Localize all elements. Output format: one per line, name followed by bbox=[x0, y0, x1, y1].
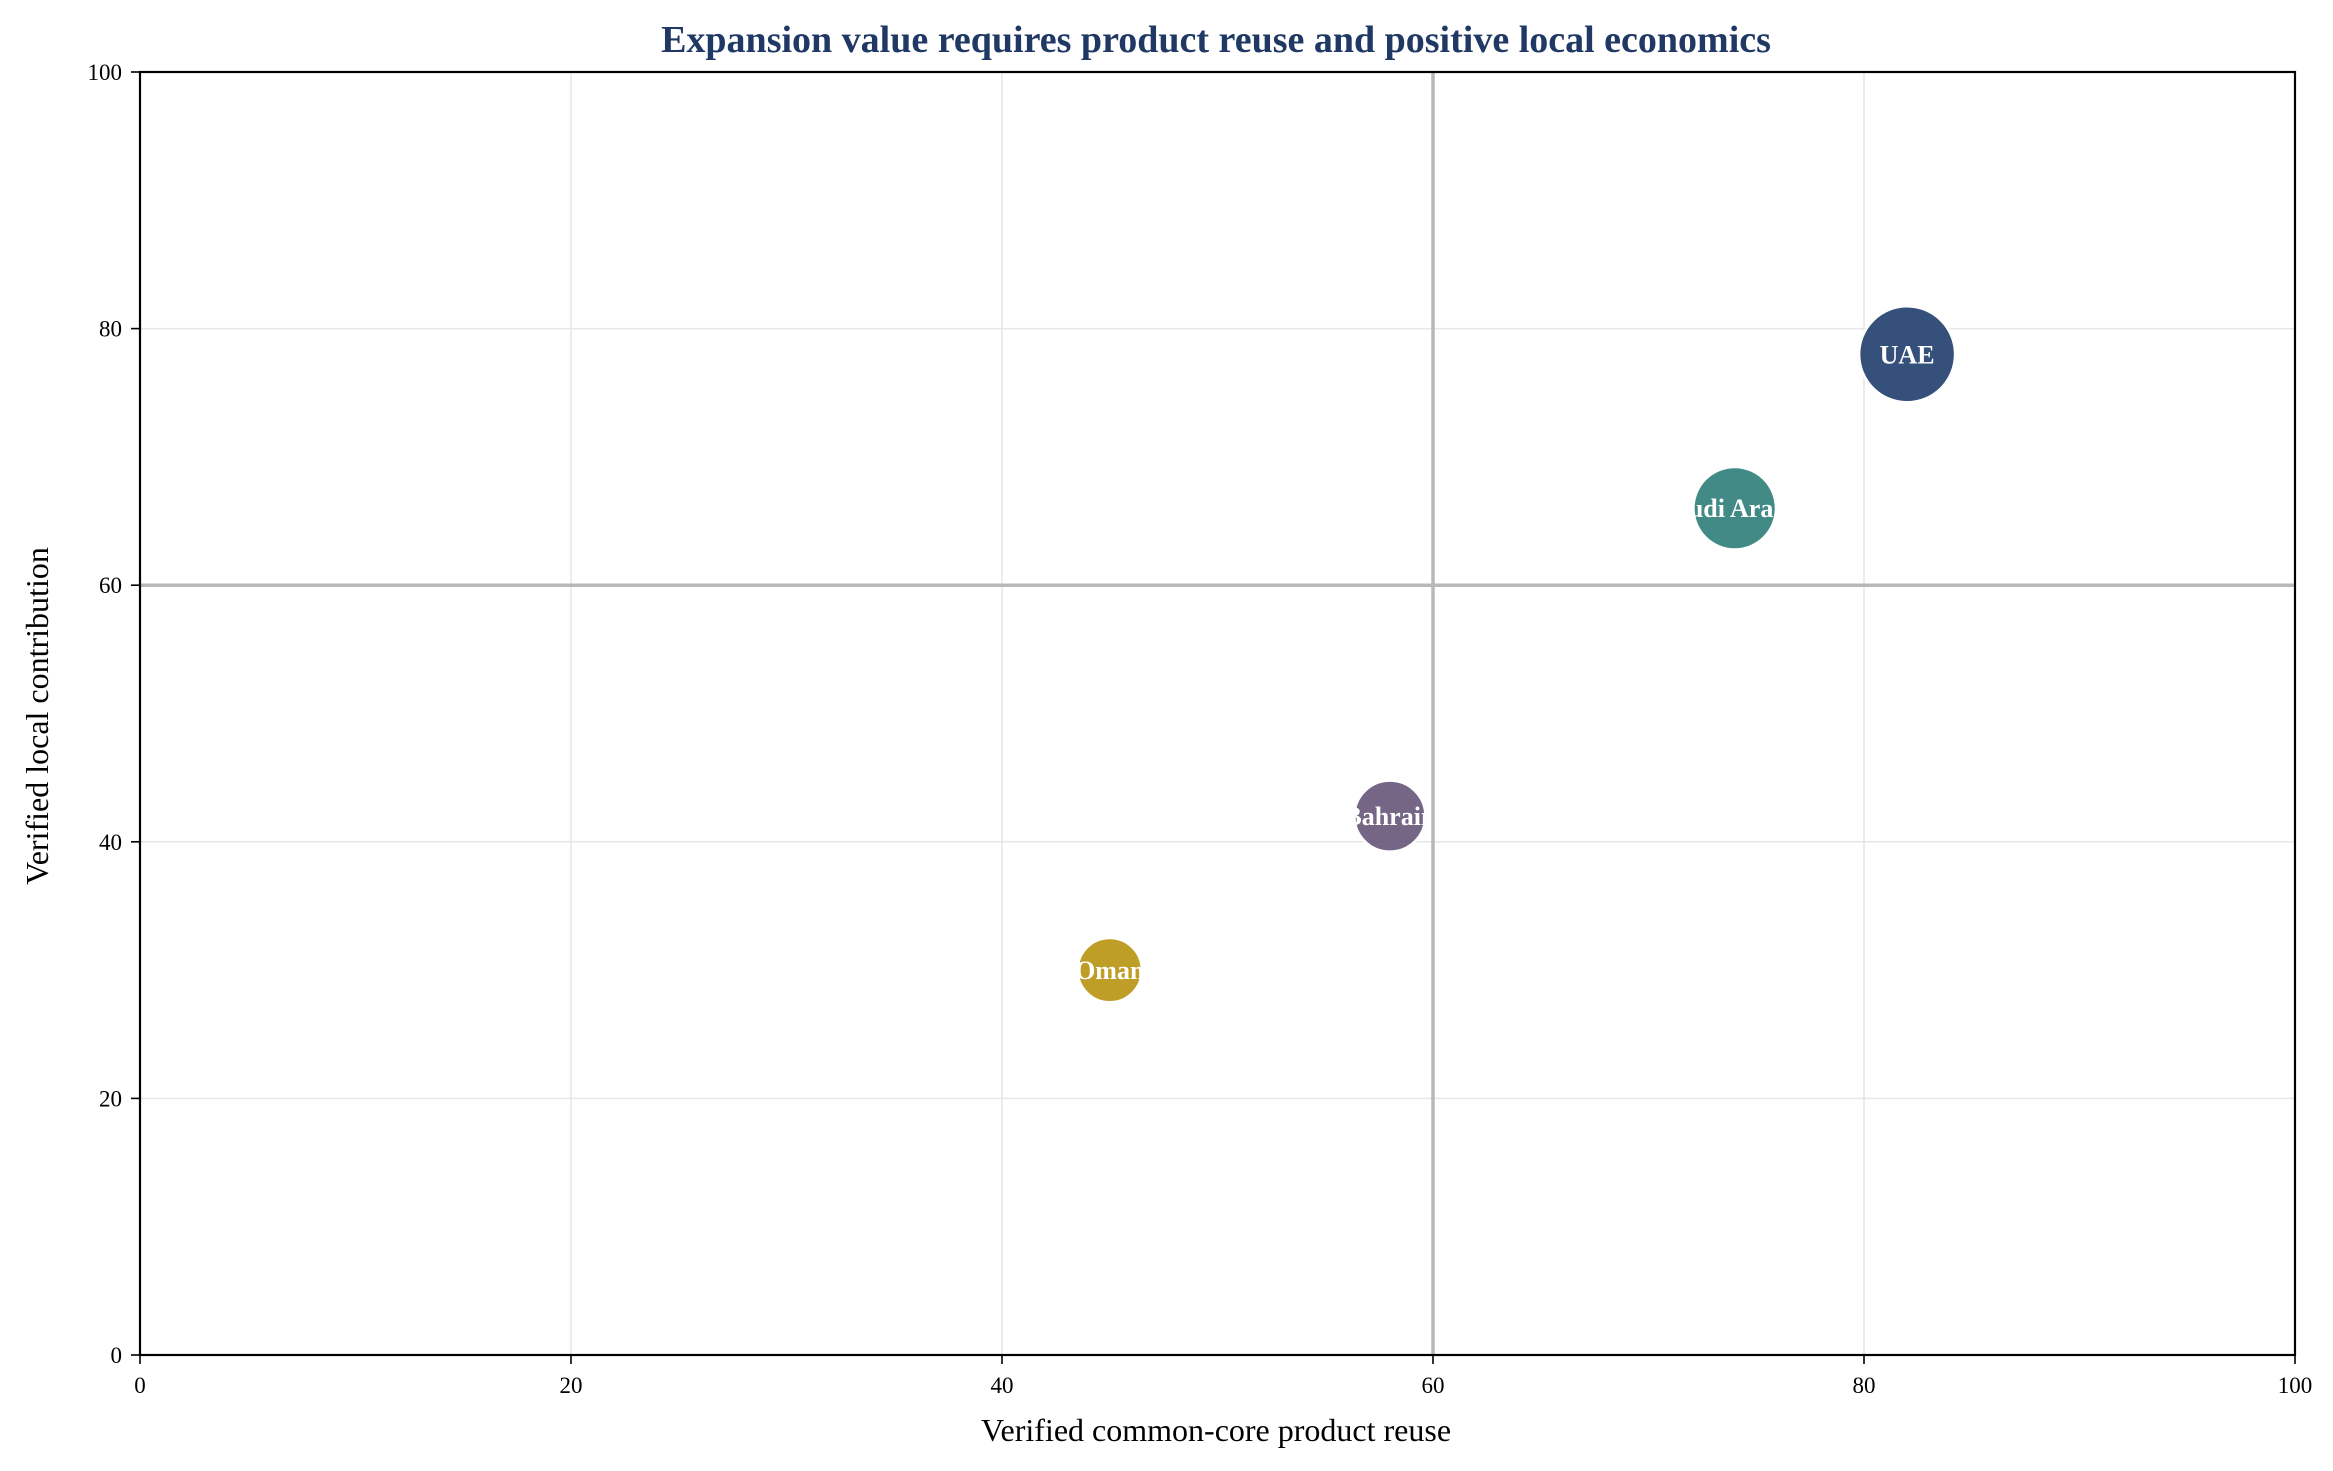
bubble-label: Saudi Arabia bbox=[1661, 494, 1808, 523]
y-axis-ticks: 0 20 40 60 80 100 bbox=[88, 60, 140, 1368]
reference-lines bbox=[140, 72, 2295, 1355]
bubble-point: UAE bbox=[1857, 305, 1957, 404]
x-tick-label: 40 bbox=[991, 1373, 1014, 1398]
bubble-point: Saudi Arabia bbox=[1661, 465, 1808, 551]
y-tick-label: 40 bbox=[99, 830, 122, 855]
bubble-point: Bahrain bbox=[1344, 779, 1436, 853]
y-tick-label: 60 bbox=[99, 573, 122, 598]
y-axis-title: Verified local contribution bbox=[19, 547, 55, 885]
x-tick-label: 0 bbox=[134, 1373, 146, 1398]
bubble-label: UAE bbox=[1880, 340, 1935, 369]
x-axis-title: Verified common-core product reuse bbox=[981, 1412, 1451, 1448]
bubble-point: Oman bbox=[1075, 936, 1145, 1004]
bubble-circle bbox=[1076, 936, 1144, 1004]
bubble-circle bbox=[1353, 779, 1427, 853]
y-tick-label: 80 bbox=[99, 317, 122, 342]
plot-frame bbox=[138, 70, 2297, 1357]
bubble-circle bbox=[1857, 305, 1957, 404]
x-tick-label: 20 bbox=[560, 1373, 583, 1398]
bubbles: UAE Saudi Arabia Bahrain Oman bbox=[1075, 305, 1957, 1004]
x-tick-label: 80 bbox=[1853, 1373, 1876, 1398]
y-tick-label: 20 bbox=[99, 1086, 122, 1111]
grid-lines bbox=[139, 71, 2296, 1356]
x-axis-ticks: 0 20 40 60 80 100 bbox=[134, 1355, 2312, 1398]
chart-title: Expansion value requires product reuse a… bbox=[661, 19, 1771, 61]
x-tick-label: 60 bbox=[1422, 1373, 1445, 1398]
x-tick-label: 100 bbox=[2278, 1373, 2313, 1398]
y-tick-label: 0 bbox=[111, 1343, 123, 1368]
bubble-label: Oman bbox=[1075, 956, 1145, 985]
bubble-label: Bahrain bbox=[1344, 802, 1436, 831]
bubble-circle bbox=[1692, 465, 1778, 551]
y-tick-label: 100 bbox=[88, 60, 123, 85]
